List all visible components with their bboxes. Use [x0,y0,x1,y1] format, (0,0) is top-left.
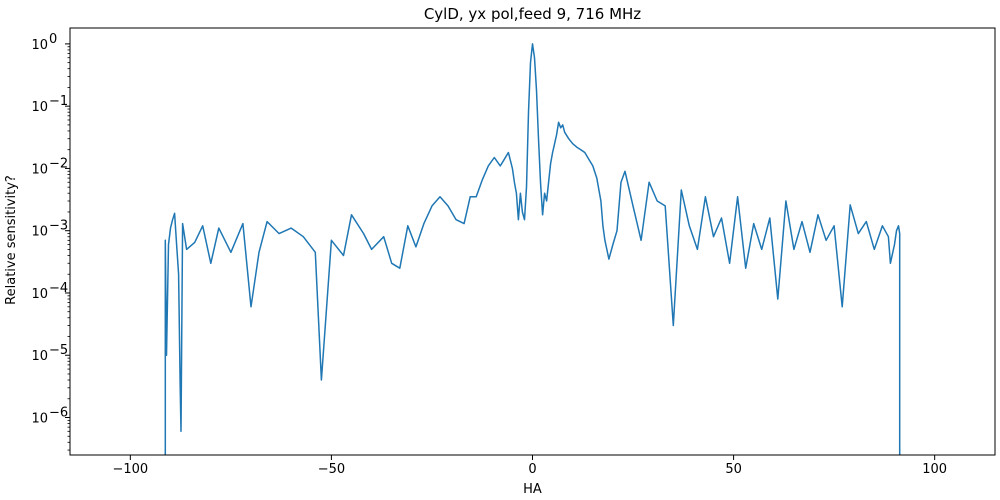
x-tick-label: 0 [528,462,536,477]
x-axis-label: HA [523,482,542,497]
y-tick-label: 10 [31,162,48,177]
y-tick-label: 10 [31,349,48,364]
y-tick-exponent: −5 [49,343,68,358]
y-tick-exponent: −4 [49,281,68,296]
y-tick-exponent: 0 [49,32,57,47]
chart-title: CylD, yx pol,feed 9, 716 MHz [424,5,641,23]
y-tick-label: 10 [31,38,48,53]
x-tick-label: −50 [318,462,345,477]
y-axis-label: Relative sensitivity? [4,175,19,305]
y-tick-label: 10 [31,287,48,302]
y-tick-label: 10 [31,412,48,427]
y-tick-exponent: −6 [49,406,68,421]
x-tick-label: 100 [922,462,947,477]
y-tick-label: 10 [31,225,48,240]
y-tick-exponent: −1 [49,94,68,109]
y-tick-exponent: −3 [49,219,68,234]
x-tick-label: 50 [725,462,742,477]
y-tick-label: 10 [31,100,48,115]
y-tick-exponent: −2 [49,156,68,171]
x-tick-label: −100 [112,462,148,477]
